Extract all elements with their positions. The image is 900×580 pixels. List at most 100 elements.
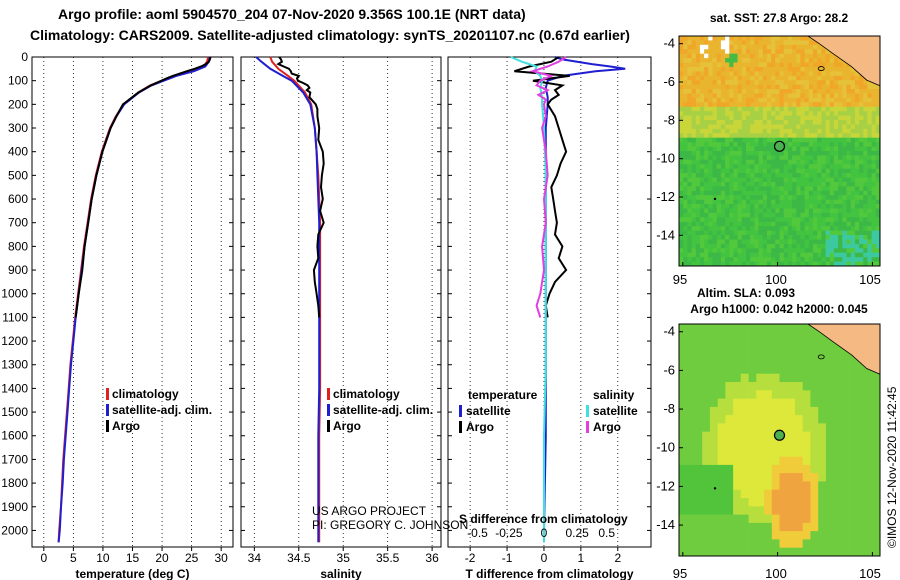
sst-map-cell [779,53,785,59]
sst-map-cell [792,257,797,262]
sst-map-cell [766,248,772,254]
sst-map-cell [779,151,785,156]
sst-map-cell [733,93,738,99]
sst-map-cell [679,53,684,59]
sst-map-cell [771,36,776,41]
sst-map-cell [875,106,881,112]
sst-map-cell [783,124,789,130]
sst-map-cell [762,235,768,240]
sst-map-cell [754,257,759,262]
sla-map-cell [717,481,726,491]
sst-map-cell [746,177,751,183]
sst-map-cell [867,177,872,183]
sst-map-cell [741,248,747,254]
sst-map-cell [754,195,759,200]
sla-map-cell [833,489,842,499]
sst-map-cell [775,217,780,223]
sla-map-cell [725,481,734,491]
sst-map-cell [771,226,776,231]
sla-map-cell [702,489,711,499]
sst-map-cell [850,137,856,143]
sst-map-cell [737,155,743,161]
sst-map-cell [679,49,684,55]
sla-map-cell [709,489,718,499]
sst-map-cell [875,155,881,161]
sst-map-cell [833,168,839,174]
sst-map-cell [741,164,747,170]
sst-map-cell [842,204,847,209]
sst-map-cell [829,190,835,196]
sst-map-cell [792,261,797,267]
sla-map-cell [717,324,726,333]
sst-map-cell [871,102,877,108]
sst-map-cell [699,159,705,165]
sst-map-cell [817,257,822,262]
sla-map-cell [825,365,834,375]
sla-map-cell [787,514,796,524]
sst-map-cell [683,186,688,192]
sla-map-cell [795,547,804,557]
sst-map-cell [750,124,755,130]
sla-map-cell [733,489,742,499]
sla-map-cell [872,489,881,499]
sst-map-cell [762,217,768,223]
sst-map-cell [863,195,868,200]
sst-map-cell [771,208,776,214]
sst-map-cell [804,164,810,170]
sla-map-cell [779,348,788,358]
sst-map-cell [733,36,738,41]
sst-map-cell [733,124,738,130]
sst-map-cell [808,168,814,174]
sla-map-cell [725,332,734,341]
sst-map-cell [867,151,872,156]
sst-map-cell [800,248,805,254]
sla-map-cell [740,415,749,424]
sst-map-cell [737,146,743,152]
sst-map-cell [708,71,713,77]
sst-map-cell [708,257,713,262]
sst-map-cell [750,168,755,174]
sla-map-cell [679,431,688,441]
sst-map-cell [758,146,764,152]
sst-map-cell [863,159,868,165]
sst-map-cell [704,186,709,192]
sst-map-cell [783,235,789,240]
sla-map-cell [694,473,703,482]
sst-map-cell [821,155,826,161]
sst-map-cell [804,190,810,196]
sst-map-cell [712,44,718,50]
sst-map-cell [712,58,718,63]
sst-map-cell [704,252,709,258]
sst-map-cell [804,102,810,108]
sst-map-cell [829,239,835,245]
sst-map-cell [779,128,785,134]
sst-map-cell [733,102,738,108]
sst-map-cell [863,230,868,236]
sst-map-cell [854,164,860,170]
sst-map-cell [838,221,843,227]
sst-map-cell [771,53,776,59]
sst-map-cell [683,80,688,85]
sla-map-cell [825,340,834,350]
sla-map-cell [725,506,734,515]
sst-map-cell [859,230,864,236]
sst-map-cell [708,151,713,156]
sla-map-cell [764,489,773,499]
sla-map-cell [787,464,796,474]
sst-map-cell [683,93,688,99]
sla-map-cell [748,415,757,424]
sst-map-cell [863,248,868,254]
sla-map-cell [709,498,718,507]
sst-map-cell [729,120,734,125]
sst-map-cell [720,168,726,174]
sst-map-cell [691,221,697,227]
sst-map-cell [804,230,810,236]
sst-map-cell [725,93,730,99]
sst-map-cell [720,155,726,161]
legend-label: climatology [333,387,400,401]
sst-map-cell [691,80,697,85]
sst-map-cell [754,212,759,218]
sla-map-cell [717,498,726,507]
sst-map-cell [804,168,810,174]
sst-map-cell [691,93,697,99]
